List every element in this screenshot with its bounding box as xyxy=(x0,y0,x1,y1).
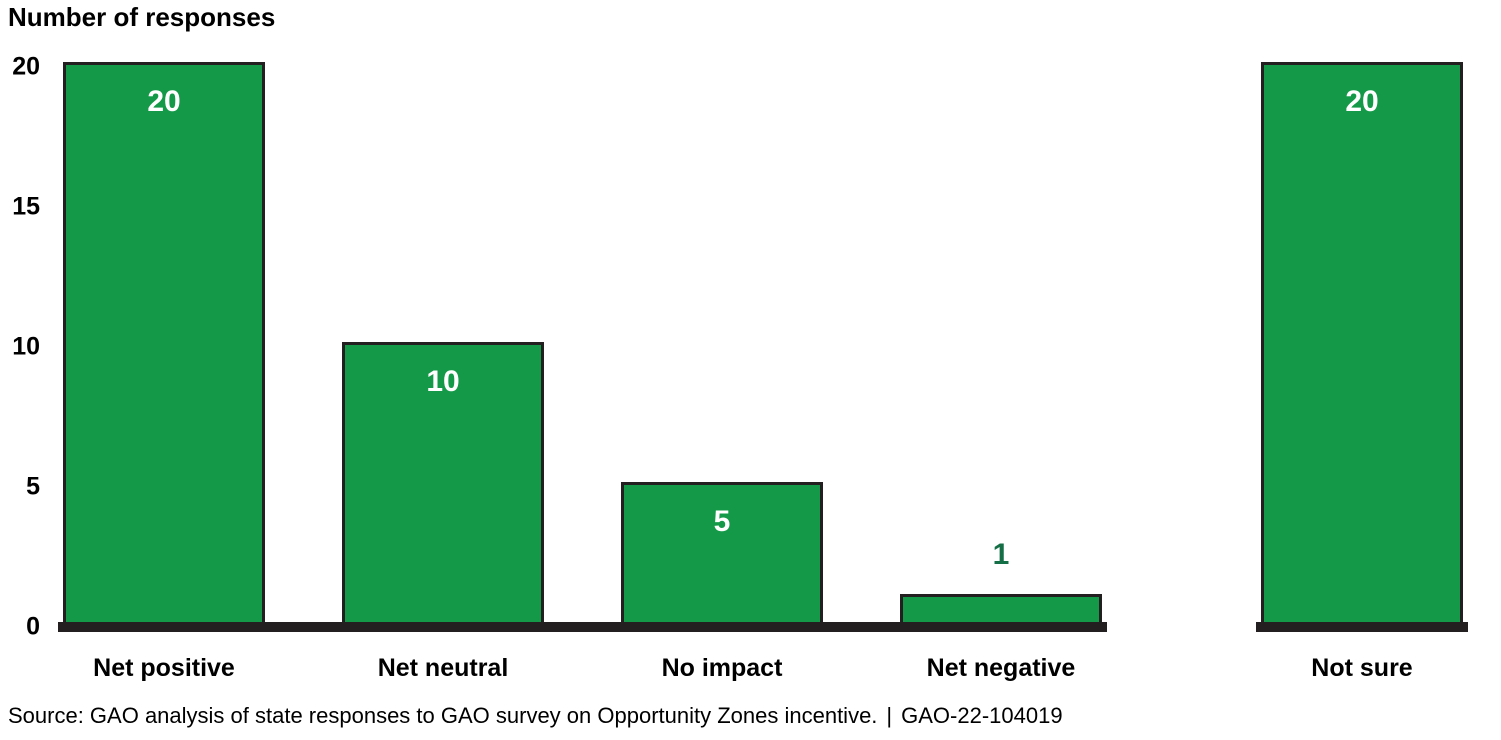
y-axis-tick-label-0: 0 xyxy=(26,612,40,641)
x-axis-line-1 xyxy=(58,622,1107,632)
bar-no-impact: 5 xyxy=(621,482,823,622)
x-axis-category-label-net-positive: Net positive xyxy=(93,654,235,682)
y-axis-tick-label-15: 15 xyxy=(12,192,40,221)
y-axis-tick-label-5: 5 xyxy=(26,472,40,501)
source-line: Source: GAO analysis of state responses … xyxy=(8,703,1063,729)
bar-net-negative xyxy=(900,594,1102,622)
chart-title: Number of responses xyxy=(8,2,276,32)
x-axis-category-label-net-neutral: Net neutral xyxy=(377,654,509,682)
x-axis-line-2 xyxy=(1256,622,1468,632)
bar-value-label-no-impact: 5 xyxy=(713,505,731,538)
bar-value-label-net-negative: 1 xyxy=(992,538,1010,571)
y-axis-tick-label-10: 10 xyxy=(12,332,40,361)
bar-value-label-net-positive: 20 xyxy=(147,85,181,118)
bar-value-label-not-sure: 20 xyxy=(1345,85,1379,118)
bar-value-label-net-neutral: 10 xyxy=(426,365,460,398)
bar-net-positive: 20 xyxy=(63,62,265,622)
bar-net-neutral: 10 xyxy=(342,342,544,622)
bar-not-sure: 20 xyxy=(1261,62,1463,622)
y-axis-tick-label-20: 20 xyxy=(12,52,40,81)
source-separator: | xyxy=(886,703,893,728)
x-axis-category-label-net-negative: Net negative xyxy=(926,654,1076,682)
x-axis-category-label-not-sure: Not sure xyxy=(1311,654,1413,682)
x-axis-category-label-no-impact: No impact xyxy=(661,654,783,682)
report-number: GAO-22-104019 xyxy=(901,703,1063,728)
source-note: Source: GAO analysis of state responses … xyxy=(8,703,878,728)
